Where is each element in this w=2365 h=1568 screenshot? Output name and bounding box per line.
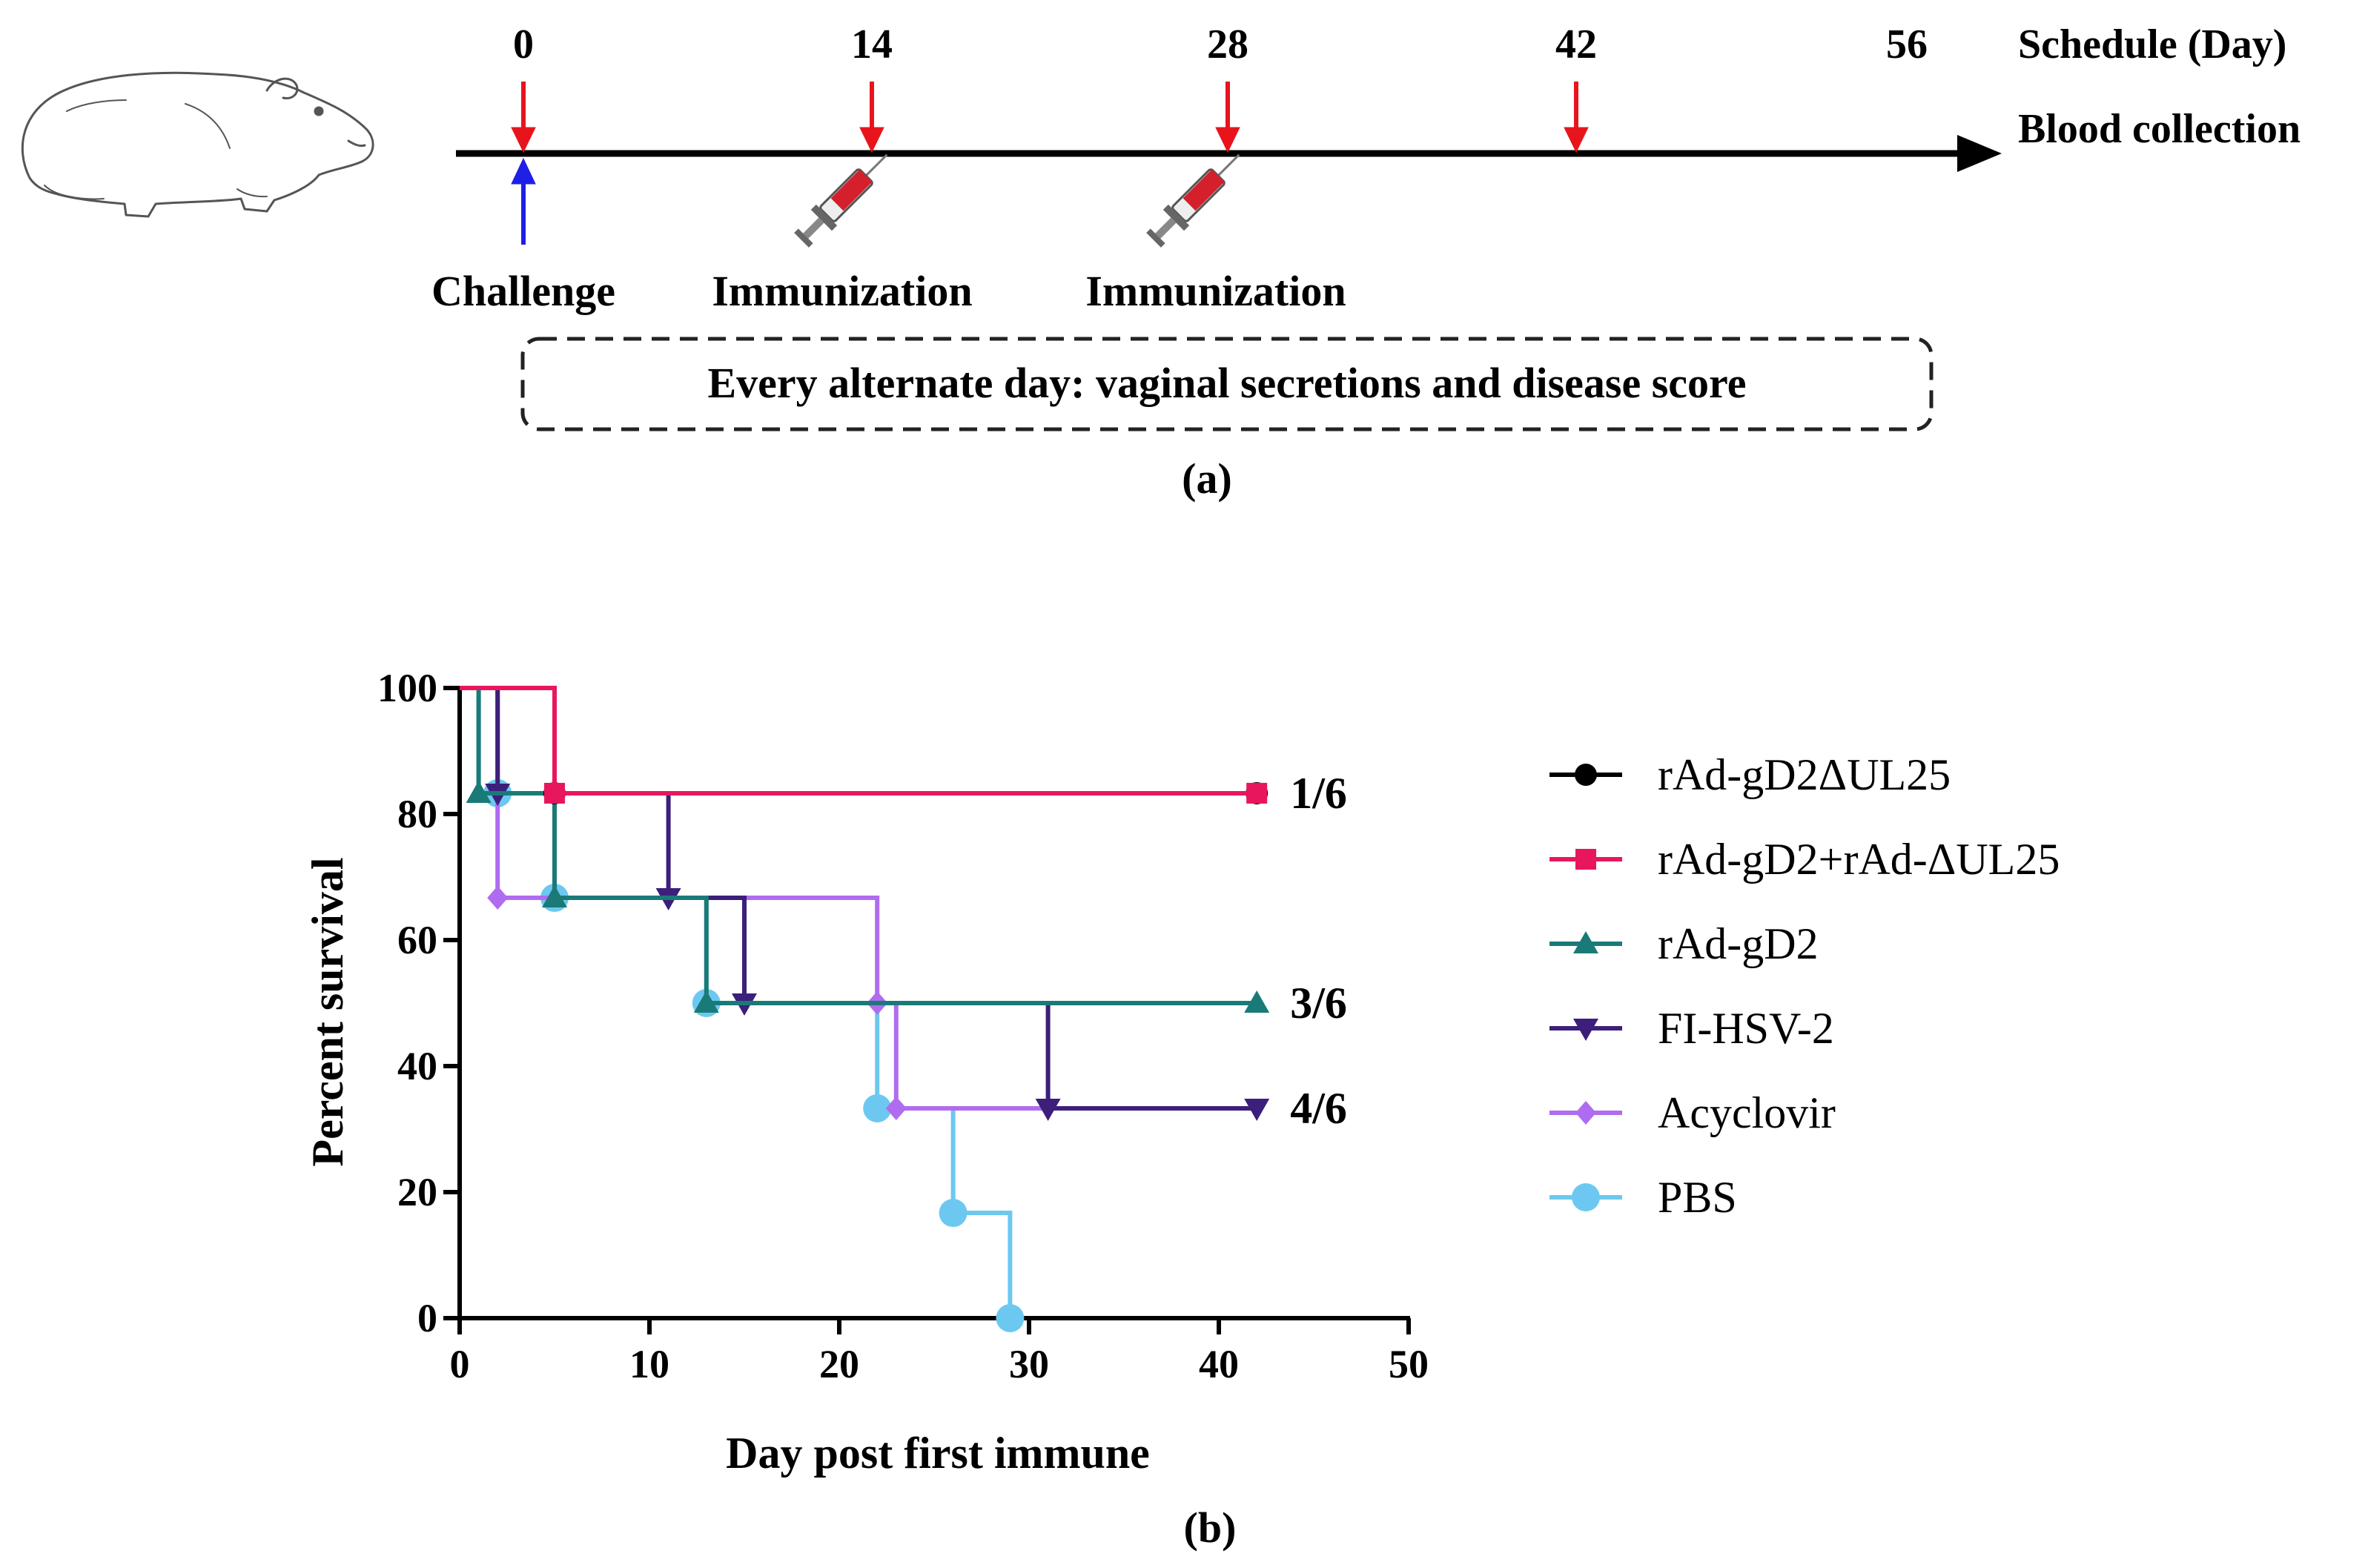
chart-annotations: 1/6 3/6 4/6 bbox=[1290, 769, 1347, 1133]
x-tick-label: 0 bbox=[450, 1342, 470, 1386]
panel-b: 0 10 20 30 40 50 0 20 40 60 80 100 1/6 3/6 4/6 rAd-gD… bbox=[303, 666, 2060, 1552]
x-axis-title: Day post first immune bbox=[726, 1429, 1150, 1478]
timeline-axis bbox=[456, 135, 2002, 172]
legend-marker bbox=[1575, 849, 1596, 870]
legend-label: FI-HSV-2 bbox=[1658, 1004, 1834, 1053]
blood-arrow-icon bbox=[859, 82, 884, 153]
chart-legend: rAd-gD2ΔUL25 rAd-gD2+rAd-ΔUL25 rAd-gD2 FI-H… bbox=[1549, 750, 2060, 1222]
chart-axes: 0 10 20 30 40 50 0 20 40 60 80 100 bbox=[377, 666, 1429, 1386]
series-acyclovir bbox=[460, 686, 1257, 1120]
survival-ratio-annotation: 4/6 bbox=[1290, 1084, 1347, 1133]
chart-series bbox=[460, 686, 1270, 1332]
schedule-label: Schedule (Day) bbox=[2018, 21, 2286, 67]
survival-ratio-annotation: 3/6 bbox=[1290, 979, 1347, 1028]
blood-collection-label: Blood collection bbox=[2018, 106, 2300, 152]
blood-arrow-icon bbox=[511, 82, 536, 153]
sampling-text: Every alternate day: vaginal secretions … bbox=[708, 359, 1747, 407]
panel-a: 0 14 28 42 56 Schedule (Day) Blood colle… bbox=[21, 21, 2300, 503]
immunization-label: Immunization bbox=[712, 267, 972, 315]
x-tick-label: 30 bbox=[1009, 1342, 1049, 1386]
legend-item: PBS bbox=[1549, 1173, 1737, 1222]
data-point-marker bbox=[863, 1094, 892, 1122]
y-tick-label: 100 bbox=[377, 666, 437, 710]
x-tick-label: 10 bbox=[629, 1342, 669, 1386]
guinea-pig-icon bbox=[21, 71, 374, 218]
legend-label: rAd-gD2ΔUL25 bbox=[1658, 750, 1951, 799]
data-point-marker bbox=[885, 1096, 907, 1120]
data-point-marker bbox=[1246, 782, 1268, 804]
x-tick-label: 40 bbox=[1199, 1342, 1239, 1386]
legend-marker bbox=[1573, 1019, 1598, 1041]
series-rad-gd2-ul25 bbox=[460, 686, 1268, 804]
panel-a-label: (a) bbox=[1182, 454, 1232, 503]
legend-item: rAd-gD2+rAd-ΔUL25 bbox=[1549, 835, 2060, 884]
challenge-arrow-icon bbox=[511, 157, 536, 245]
syringe-icon bbox=[1146, 153, 1240, 248]
legend-item: rAd-gD2 bbox=[1549, 919, 1819, 968]
data-point-marker bbox=[693, 990, 719, 1013]
data-point-marker bbox=[544, 782, 565, 804]
challenge-label: Challenge bbox=[431, 267, 615, 315]
day-label: 56 bbox=[1886, 21, 1928, 67]
dashed-sampling-box bbox=[520, 337, 1934, 431]
legend-label: rAd-gD2 bbox=[1658, 919, 1819, 968]
data-point-marker bbox=[1244, 1098, 1270, 1121]
x-tick-label: 20 bbox=[819, 1342, 859, 1386]
survival-step-line bbox=[460, 686, 1257, 795]
day-label: 0 bbox=[513, 21, 534, 67]
data-point-marker bbox=[466, 780, 492, 803]
legend-marker bbox=[1572, 1183, 1600, 1211]
survival-step-line bbox=[460, 686, 1257, 795]
legend-label: Acyclovir bbox=[1658, 1088, 1836, 1137]
data-point-marker bbox=[1244, 990, 1270, 1013]
legend-label: rAd-gD2+rAd-ΔUL25 bbox=[1658, 835, 2060, 884]
y-tick-label: 0 bbox=[417, 1296, 437, 1340]
legend-item: FI-HSV-2 bbox=[1549, 1004, 1834, 1053]
blood-arrow-icon bbox=[1215, 82, 1240, 153]
day-label: 28 bbox=[1207, 21, 1248, 67]
y-tick-label: 80 bbox=[397, 792, 437, 836]
legend-marker bbox=[1575, 1101, 1596, 1125]
immunization-label: Immunization bbox=[1085, 267, 1346, 315]
y-axis-title: Percent survival bbox=[303, 857, 352, 1166]
panel-b-label: (b) bbox=[1184, 1504, 1237, 1552]
legend-item: Acyclovir bbox=[1549, 1088, 1836, 1137]
timeline-arrowhead-icon bbox=[1957, 135, 2002, 172]
data-point-marker bbox=[1035, 1098, 1061, 1121]
data-point-marker bbox=[996, 1304, 1025, 1332]
data-point-marker bbox=[487, 886, 509, 910]
data-point-marker bbox=[939, 1199, 968, 1228]
data-point-marker bbox=[542, 885, 567, 908]
series-rad-gd2-rad-ul25 bbox=[460, 686, 1268, 804]
legend-marker bbox=[1573, 931, 1598, 953]
blood-collection-arrows bbox=[511, 82, 1589, 153]
day-label: 14 bbox=[851, 21, 893, 67]
day-label: 42 bbox=[1555, 21, 1597, 67]
y-tick-label: 40 bbox=[397, 1044, 437, 1088]
x-tick-label: 50 bbox=[1389, 1342, 1429, 1386]
legend-marker bbox=[1575, 764, 1597, 786]
y-tick-label: 60 bbox=[397, 918, 437, 962]
blood-arrow-icon bbox=[1564, 82, 1589, 153]
series-fi-hsv-2 bbox=[460, 686, 1270, 1121]
survival-step-line bbox=[460, 686, 1257, 1005]
y-tick-label: 20 bbox=[397, 1170, 437, 1214]
legend-item: rAd-gD2ΔUL25 bbox=[1549, 750, 1951, 799]
legend-label: PBS bbox=[1658, 1173, 1737, 1222]
survival-ratio-annotation: 1/6 bbox=[1290, 769, 1347, 818]
series-rad-gd2 bbox=[460, 686, 1270, 1013]
syringe-icon bbox=[794, 153, 888, 248]
